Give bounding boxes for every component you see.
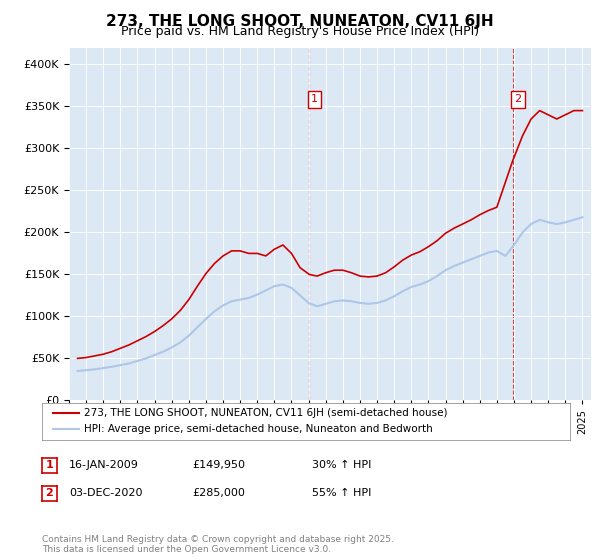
Text: 2: 2 (46, 488, 53, 498)
Text: 273, THE LONG SHOOT, NUNEATON, CV11 6JH: 273, THE LONG SHOOT, NUNEATON, CV11 6JH (106, 14, 494, 29)
Text: £149,950: £149,950 (192, 460, 245, 470)
Text: 30% ↑ HPI: 30% ↑ HPI (312, 460, 371, 470)
Text: HPI: Average price, semi-detached house, Nuneaton and Bedworth: HPI: Average price, semi-detached house,… (84, 424, 433, 435)
Text: 1: 1 (46, 460, 53, 470)
Text: £285,000: £285,000 (192, 488, 245, 498)
Text: 16-JAN-2009: 16-JAN-2009 (69, 460, 139, 470)
Text: 55% ↑ HPI: 55% ↑ HPI (312, 488, 371, 498)
Text: 1: 1 (311, 94, 318, 104)
Text: 273, THE LONG SHOOT, NUNEATON, CV11 6JH (semi-detached house): 273, THE LONG SHOOT, NUNEATON, CV11 6JH … (84, 408, 448, 418)
Text: 03-DEC-2020: 03-DEC-2020 (69, 488, 143, 498)
Text: Contains HM Land Registry data © Crown copyright and database right 2025.
This d: Contains HM Land Registry data © Crown c… (42, 535, 394, 554)
Text: 2: 2 (514, 94, 521, 104)
Text: Price paid vs. HM Land Registry's House Price Index (HPI): Price paid vs. HM Land Registry's House … (121, 25, 479, 38)
